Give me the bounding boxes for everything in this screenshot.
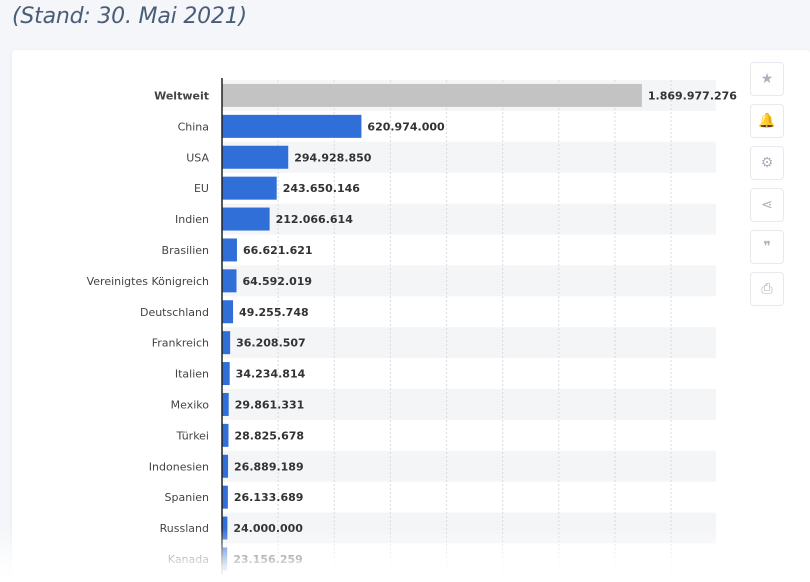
bar [222,362,230,386]
row-stripe [222,389,716,420]
row-stripe [222,141,716,173]
value-label: 26.889.189 [234,460,304,473]
gear-button[interactable]: ⚙ [750,146,784,180]
value-label: 29.861.331 [235,398,305,411]
bar [222,114,362,138]
star-icon: ★ [760,71,774,87]
bar [222,485,228,509]
value-label: 66.621.621 [243,244,313,257]
value-label: 294.928.850 [294,151,372,164]
share-button[interactable]: ⋖ [750,188,784,222]
value-label: 36.208.507 [236,337,306,350]
star-button[interactable]: ★ [750,62,784,96]
chart-toolbar: ★ 🔔 ⚙ ⋖ ❞ ⎙ [750,62,786,314]
category-label: Mexiko [171,398,210,411]
value-label: 212.066.614 [276,213,354,226]
row-stripe [222,327,716,359]
bar [222,269,237,293]
quote-button[interactable]: ❞ [750,230,784,264]
share-icon: ⋖ [761,197,773,213]
value-label: 26.133.689 [234,491,304,504]
print-button[interactable]: ⎙ [750,272,784,306]
value-label: 64.592.019 [243,275,313,288]
quote-icon: ❞ [763,239,771,255]
bar [222,423,229,447]
value-label: 28.825.678 [234,429,304,442]
category-label: Türkei [175,429,209,442]
bar [222,454,229,478]
gear-icon: ⚙ [760,155,774,171]
category-label: Indien [175,213,209,226]
row-stripe [222,265,716,297]
category-label: Italien [175,368,209,381]
value-label: 23.156.259 [233,553,303,566]
row-stripe [222,203,716,235]
value-label: 1.869.977.276 [648,89,737,102]
bar [222,83,642,107]
bar [222,207,270,231]
value-label: 34.234.814 [236,368,306,381]
value-label: 620.974.000 [367,120,445,133]
category-label: USA [186,151,209,164]
category-label: Vereinigtes Königreich [87,275,209,288]
bar [222,331,231,355]
bell-icon: 🔔 [758,113,776,129]
row-stripe [222,450,716,482]
bar [222,176,277,200]
value-label: 243.650.146 [283,182,361,195]
category-label: Brasilien [162,244,209,257]
bar [222,547,228,571]
category-label: Indonesien [149,460,209,473]
bar [222,145,289,169]
category-label: EU [194,182,209,195]
value-label: 49.255.748 [239,306,309,319]
chart-card [12,50,810,582]
bar [222,392,229,416]
category-label: Frankreich [152,337,209,350]
chart-subtitle: (Stand: 30. Mai 2021) [12,4,247,29]
value-label: 24.000.000 [233,522,303,535]
bell-button[interactable]: 🔔 [750,104,784,138]
bar [222,516,228,540]
category-label: Kanada [168,553,209,566]
print-icon: ⎙ [761,281,773,297]
category-label: China [178,120,209,133]
category-label: Russland [160,522,209,535]
category-label: Weltweit [154,89,209,102]
category-label: Deutschland [140,306,209,319]
bar [222,300,234,324]
category-label: Spanien [165,491,210,504]
bar [222,238,237,262]
